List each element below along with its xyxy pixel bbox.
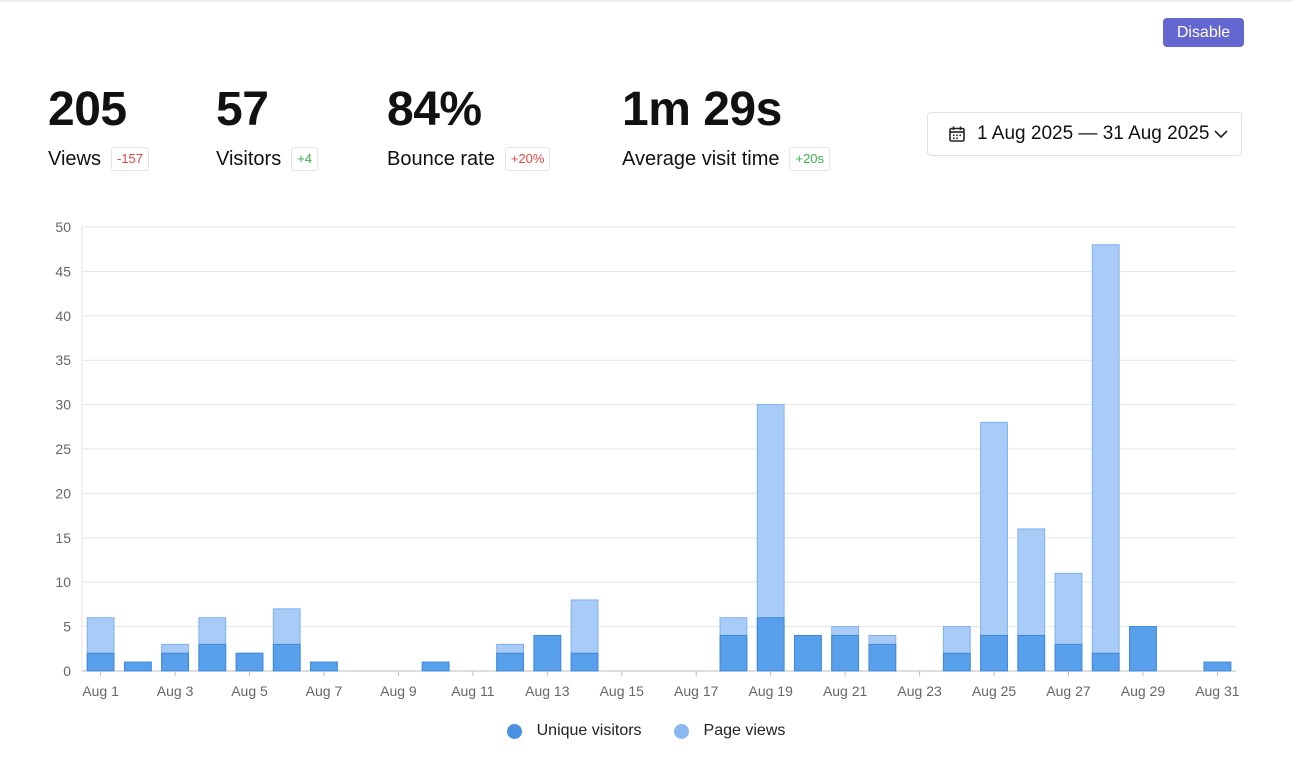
bar-unique-visitors (496, 652, 524, 672)
top-border (0, 0, 1292, 2)
x-tick-label: Aug 7 (306, 683, 343, 699)
change-badge: -157 (111, 147, 150, 171)
metric-value: 205 (48, 83, 127, 136)
y-tick-label: 5 (63, 619, 71, 635)
metric-value: 1m 29s (622, 83, 782, 136)
bar-unique-visitors (1054, 643, 1083, 672)
legend-label: Unique visitors (536, 722, 642, 739)
x-tick-label: Aug 27 (1046, 683, 1091, 699)
bar-unique-visitors (123, 661, 152, 672)
x-tick-label: Aug 5 (231, 683, 268, 699)
bar-unique-visitors (272, 643, 301, 672)
y-tick-label: 15 (55, 530, 71, 546)
bar-unique-visitors (421, 661, 450, 672)
x-tick-label: Aug 17 (674, 683, 719, 699)
x-tick-label: Aug 21 (823, 683, 868, 699)
x-tick-label: Aug 11 (451, 683, 495, 699)
date-range-picker[interactable]: 1 Aug 2025 — 31 Aug 2025 (927, 112, 1242, 156)
x-tick-label: Aug 9 (380, 683, 417, 699)
x-tick-label: Aug 31 (1195, 683, 1240, 699)
x-tick-label: Aug 23 (897, 683, 942, 699)
metric-value: 57 (216, 83, 269, 136)
bar-page-views (1091, 244, 1120, 672)
bar-unique-visitors (198, 643, 227, 672)
x-tick-label: Aug 3 (157, 683, 194, 699)
bar-unique-visitors (719, 634, 748, 672)
metric-label: Average visit time (622, 148, 780, 170)
bar-unique-visitors (1017, 634, 1046, 672)
metric-label: Visitors (216, 148, 282, 170)
bar-unique-visitors (756, 617, 785, 672)
chevron-down-icon (1214, 130, 1229, 139)
metric-views: 205 Views -157 (48, 83, 150, 172)
change-badge: +20s (789, 147, 831, 171)
x-tick-label: Aug 29 (1121, 683, 1166, 699)
y-tick-label: 45 (55, 263, 71, 279)
bar-unique-visitors (310, 661, 338, 672)
bar-unique-visitors (570, 652, 599, 672)
bar-unique-visitors (942, 652, 971, 672)
legend-label: Page views (703, 722, 786, 739)
metric-value: 84% (387, 83, 482, 136)
bar-page-views (980, 421, 1008, 672)
bar-unique-visitors (1091, 652, 1120, 672)
change-badge: +20% (504, 147, 551, 171)
y-tick-label: 0 (63, 663, 71, 679)
change-badge: +4 (291, 147, 319, 171)
y-tick-label: 10 (55, 574, 71, 590)
bar-unique-visitors (831, 634, 860, 672)
bar-unique-visitors (1129, 626, 1157, 672)
bar-unique-visitors (235, 652, 264, 672)
y-tick-label: 35 (55, 352, 71, 368)
y-tick-label: 40 (55, 308, 71, 324)
bar-unique-visitors (794, 634, 822, 672)
metric-label: Views (48, 148, 101, 170)
chart-legend: Unique visitors Page views (0, 722, 1292, 740)
metric-bounce-rate: 84% Bounce rate +20% (387, 83, 551, 172)
bar-unique-visitors (1203, 661, 1232, 672)
bar-unique-visitors (533, 634, 562, 672)
bar-unique-visitors (868, 643, 897, 672)
metric-visitors: 57 Visitors +4 (216, 83, 319, 172)
x-tick-label: Aug 15 (600, 683, 645, 699)
metric-label: Bounce rate (387, 148, 495, 170)
legend-item-unique-visitors[interactable]: Unique visitors (506, 722, 642, 740)
x-tick-label: Aug 13 (525, 683, 570, 699)
bar-unique-visitors (86, 652, 115, 672)
visits-bar-chart: 0 5 10 15 20 25 30 35 40 45 50 Aug 1 Aug 3 Aug 5 Aug 7… (55, 219, 1240, 699)
x-tick-label: Aug 25 (972, 683, 1017, 699)
metric-average-visit-time: 1m 29s Average visit time +20s (622, 83, 831, 172)
y-tick-label: 20 (55, 485, 71, 501)
legend-item-page-views[interactable]: Page views (673, 722, 786, 740)
y-tick-label: 50 (55, 219, 71, 235)
date-range-label: 1 Aug 2025 — 31 Aug 2025 (977, 123, 1210, 144)
bar-unique-visitors (161, 652, 189, 672)
legend-swatch (506, 723, 522, 739)
calendar-icon (949, 126, 965, 142)
disable-button[interactable]: Disable (1163, 18, 1244, 47)
y-tick-label: 30 (55, 397, 71, 413)
y-tick-label: 25 (55, 441, 71, 457)
legend-swatch (673, 723, 689, 739)
bar-unique-visitors (980, 634, 1008, 672)
x-tick-label: Aug 19 (748, 683, 793, 699)
x-tick-label: Aug 1 (82, 683, 119, 699)
